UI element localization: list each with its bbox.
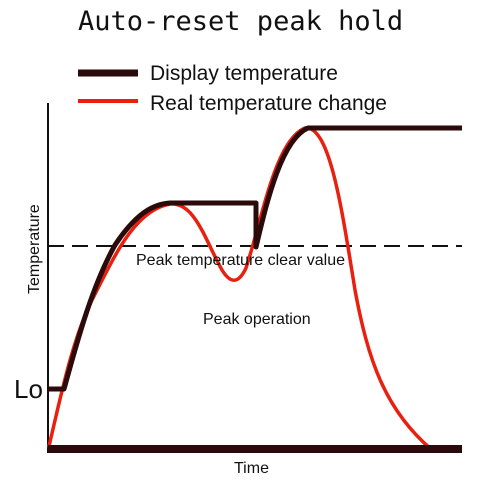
lo-label: Lo (14, 374, 43, 404)
legend-display-label: Display temperature (150, 62, 338, 85)
legend: Display temperature Real temperature cha… (78, 62, 387, 115)
real-temperature-curve (47, 126, 434, 452)
clear-value-label: Peak temperature clear value (136, 252, 345, 269)
y-axis-label: Temperature (26, 204, 43, 294)
legend-real-label: Real temperature change (150, 92, 387, 115)
display-temperature-curve (48, 125, 462, 392)
peak-operation-label: Peak operation (203, 311, 311, 328)
diagram-title: Auto-reset peak hold (78, 6, 403, 37)
x-axis-label: Time (234, 460, 269, 477)
